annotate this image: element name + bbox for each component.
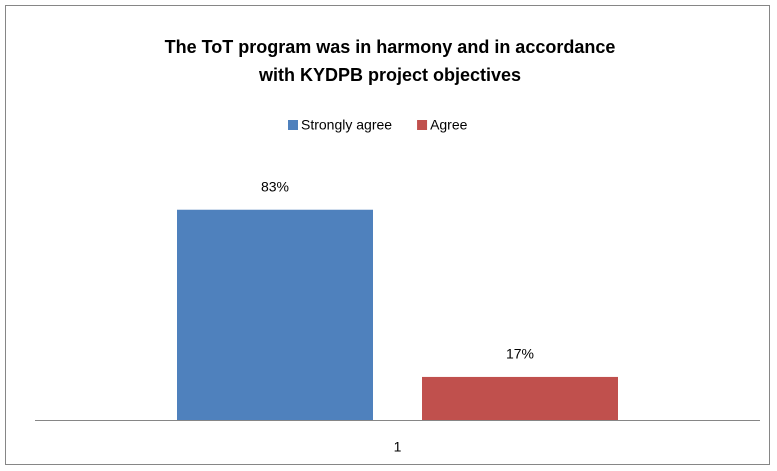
chart-title: The ToT program was in harmony and in ac… [165,37,616,57]
x-tick-label: 1 [394,439,402,455]
legend-swatch [417,120,428,130]
data-label: 17% [506,346,534,362]
data-label: 83% [261,178,289,194]
legend-swatch [288,120,298,130]
chart-border [5,5,770,465]
bar [177,209,373,420]
chart-title: with KYDPB project objectives [258,65,521,85]
legend-label: Strongly agree [301,117,392,133]
bar [422,376,618,420]
legend-label: Agree [430,117,468,133]
